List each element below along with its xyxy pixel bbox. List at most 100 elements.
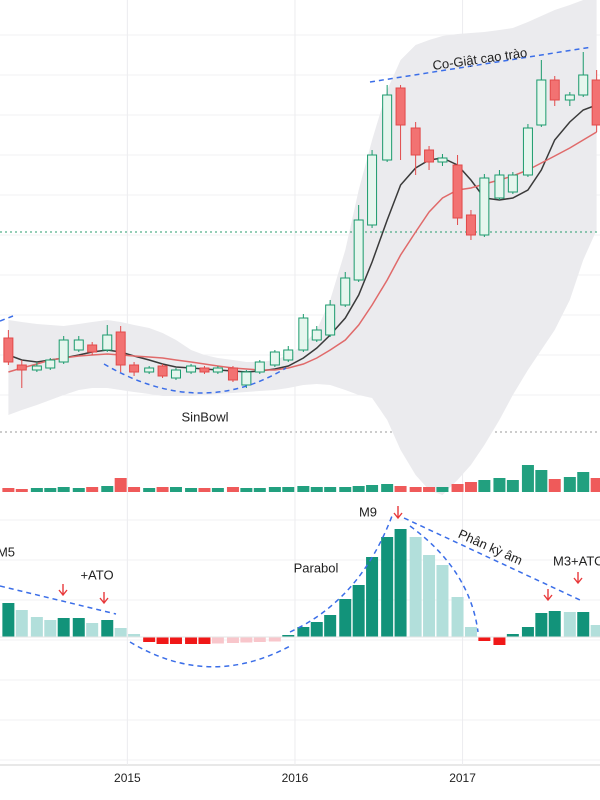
volume-bar [72,488,85,492]
histogram-bar [114,628,127,637]
candle-body [549,79,560,101]
histogram-bar [198,637,211,644]
histogram-bar [339,599,352,637]
volume-bar [185,488,198,492]
annotation: M5 [0,544,15,559]
x-tick-label: 2017 [449,771,476,785]
histogram-bar [451,597,464,637]
volume-bar [57,487,70,492]
candle-body [410,127,421,156]
candle-body [522,127,533,176]
histogram-bar [324,615,337,637]
candle-body [536,79,547,126]
histogram-bar [44,620,57,637]
x-tick-label: 2015 [114,771,141,785]
annotation: M9 [359,504,377,519]
volume-bar [366,485,379,492]
histogram-bar [548,611,561,637]
volume-bar [464,482,477,492]
volume-bar [101,486,114,492]
histogram-bar [86,623,99,637]
histogram-bar [282,635,295,637]
histogram-bar [30,617,43,637]
histogram-bar [577,612,590,637]
histogram-bar [2,603,15,637]
candle-body [31,365,42,371]
histogram-bar [226,637,239,643]
histogram-bar [310,622,323,637]
annotation: SinBowl [182,409,229,424]
volume-bar [282,487,295,492]
candle-body [269,351,280,366]
candle-body [353,219,364,281]
histogram-bar [72,618,85,637]
candle-body [395,87,406,126]
candle-body [212,367,223,373]
volume-bar [493,478,506,492]
arrow [543,589,553,602]
candle-body [507,174,518,193]
candle-body [73,339,84,351]
bollinger-band [8,0,597,495]
annotation: Parabol [294,560,339,575]
candle-body [298,317,309,351]
volume-bar [143,488,156,492]
histogram-bar [423,555,436,637]
candle-body [16,364,27,371]
histogram-bar [268,637,281,642]
histogram-bar [409,537,422,637]
candle-body [424,149,435,163]
volume-bar [339,487,352,492]
volume-bar [156,487,169,492]
candle-body [452,164,463,219]
histogram-bar [15,610,28,637]
candle-body [254,361,265,373]
candle-body [45,359,56,369]
histogram-bar [493,637,506,645]
volume-bar [310,487,323,492]
candle-body [241,371,252,386]
candle-body [479,177,490,236]
arrow [573,572,583,585]
candle-body [3,337,14,363]
candle-body [494,174,505,199]
volume-bar [563,477,576,492]
histogram-bar [211,637,224,644]
volume-bar [44,488,57,492]
histogram-bar [169,637,182,644]
candle-body [170,369,181,379]
volume-bar [297,486,310,492]
candle-body [578,74,589,96]
histogram-bar [590,625,600,637]
volume-bar [2,488,15,492]
volume-bar [590,478,600,492]
arrow [393,506,403,520]
volume-bar [114,478,127,492]
candle-body [129,364,140,373]
candle-body [465,214,476,236]
volume-bar [198,488,211,492]
candle-body [382,94,393,161]
candle-body [367,154,378,226]
bowl-curve [129,641,293,668]
candle-body [340,277,351,306]
histogram-bar [352,585,365,637]
volume-bar [128,487,141,492]
volume-bar [521,465,534,492]
histogram-bar [143,637,156,642]
parabola-curve [289,515,393,633]
volume-bar [381,484,394,492]
candle-body [591,79,600,126]
volume-bar [169,487,182,492]
candle-body [115,331,126,366]
histogram-bar [381,537,394,637]
histogram-bar [366,557,379,637]
histogram-bar [563,612,576,637]
volume-bar [324,487,337,492]
arrow [99,592,109,605]
histogram-bar [101,620,114,637]
trend-line [0,315,14,322]
volume-bar [86,487,99,492]
volume-bar [409,487,422,492]
